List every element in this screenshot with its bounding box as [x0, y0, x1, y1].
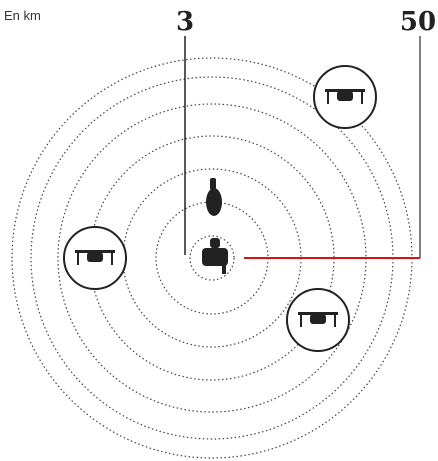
inner-radius-label: 3: [176, 7, 194, 37]
drone: [314, 66, 376, 128]
unit-note: En km: [4, 8, 41, 23]
outer-radius-label: 50: [400, 7, 436, 37]
soldier: [202, 178, 228, 274]
diagram: En km 3 50: [0, 0, 438, 461]
drone: [287, 289, 349, 351]
drone: [64, 227, 126, 289]
